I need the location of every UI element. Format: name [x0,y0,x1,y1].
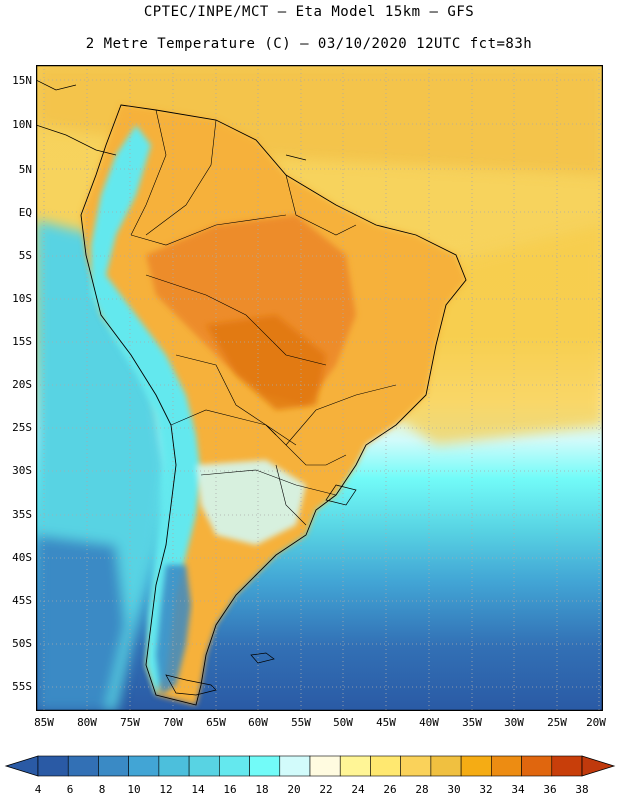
colorbar-tick-label: 22 [319,783,333,796]
lat-label-20s: 20S [12,378,32,391]
southern-islands [165,484,357,696]
colorbar-box [188,755,220,777]
map-panel [36,65,603,711]
coastline [80,104,467,706]
colorbar-tick-label: 20 [287,783,301,796]
country-borders [130,109,397,526]
graticule [36,65,603,711]
colorbar-tick-label: 8 [98,783,106,796]
lat-label-25s: 25S [12,421,32,434]
colorbar-box [521,755,553,777]
map-title-line1: CPTEC/INPE/MCT – Eta Model 15km – GFS [143,4,475,20]
colorbar-box [219,755,250,777]
colorbar-tick-label: 18 [255,783,269,796]
temperature-map [36,65,603,711]
lon-label-60w: 60W [248,716,268,729]
caribbean-warm [36,65,603,175]
lat-label-50s: 50S [12,637,32,650]
lat-label-5s: 5S [18,249,32,262]
lat-label-35s: 35S [12,508,32,521]
colorbar-high-arrow [581,755,616,777]
lat-label-15s: 15S [12,335,32,348]
lat-label-10n: 10N [12,118,32,131]
colorbar-box [249,755,281,777]
lon-label-20w: 20W [586,716,606,729]
colorbar-tick-label: 24 [351,783,365,796]
lat-label-eq: EQ [18,206,32,219]
colorbar-tick-label: 36 [543,783,557,796]
colorbar-box [309,755,341,777]
colorbar-tick-label: 32 [479,783,493,796]
colorbar-box [37,755,69,777]
lat-label-10s: 10S [12,292,32,305]
colorbar-low-arrow [4,755,39,777]
lon-label-65w: 65W [206,716,226,729]
colorbar-tick-label: 38 [575,783,589,796]
lon-label-30w: 30W [504,716,524,729]
lat-label-45s: 45S [12,594,32,607]
colorbar-tick-label: 34 [511,783,525,796]
colorbar-tick-label: 16 [223,783,237,796]
colorbar-boxes [37,755,583,777]
lon-label-85w: 85W [34,716,54,729]
hottest-core [206,315,326,410]
colorbar-box [98,755,129,777]
lon-label-25w: 25W [547,716,567,729]
map-title-line2: 2 Metre Temperature (C) – 03/10/2020 12U… [85,36,533,52]
lon-label-40w: 40W [419,716,439,729]
colorbar-box [551,755,583,777]
lon-label-80w: 80W [77,716,97,729]
andes-cool-spine [91,125,201,695]
caribbean-islands [36,79,307,436]
lon-label-50w: 50W [333,716,353,729]
lat-label-5n: 5N [18,163,32,176]
colorbar-tick-label: 14 [191,783,205,796]
lon-label-45w: 45W [376,716,396,729]
colorbar-box [339,755,371,777]
andes-cold-core [156,565,191,695]
colorbar-box [279,755,311,777]
colorbar-tick-label: 4 [34,783,42,796]
colorbar-box [430,755,462,777]
lon-label-75w: 75W [120,716,140,729]
colorbar-box [370,755,401,777]
pacific-cold-band [36,535,126,711]
lat-label-15n: 15N [12,74,32,87]
lat-label-55s: 55S [12,680,32,693]
lat-label-30s: 30S [12,464,32,477]
colorbar-tick-label: 10 [127,783,141,796]
colorbar-tick-label: 26 [383,783,397,796]
colorbar-box [460,755,492,777]
pampas-mild-zone [196,460,306,545]
colorbar-tick-label: 6 [66,783,74,796]
colorbar-box [67,755,99,777]
colorbar-box [128,755,160,777]
lon-label-70w: 70W [163,716,183,729]
colorbar-box [491,755,522,777]
colorbar-box [400,755,432,777]
lon-label-55w: 55W [291,716,311,729]
colorbar-tick-label: 28 [415,783,429,796]
lon-label-35w: 35W [462,716,482,729]
colorbar-tick-label: 12 [159,783,173,796]
lat-label-40s: 40S [12,551,32,564]
colorbar-tick-label: 30 [447,783,461,796]
colorbar-box [158,755,190,777]
temperature-colorbar [4,755,616,777]
